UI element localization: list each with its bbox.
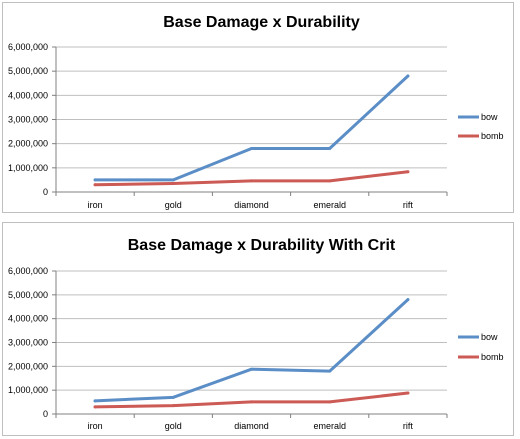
data-point-bomb xyxy=(93,183,97,187)
data-point-bow xyxy=(328,369,332,373)
y-tick-label: 6,000,000 xyxy=(8,266,48,276)
data-point-bomb xyxy=(328,179,332,183)
data-point-bow xyxy=(250,367,253,371)
y-tick-label: 0 xyxy=(43,187,48,197)
y-tick-label: 4,000,000 xyxy=(8,314,48,324)
chart-panel-base-damage: Base Damage x Durability 0 1,000,000 2,000,… xyxy=(2,2,514,213)
data-point-bow xyxy=(93,399,97,403)
series-line-bow xyxy=(93,298,410,403)
y-tick-label: 2,000,000 xyxy=(8,361,48,371)
x-tick-label: emerald xyxy=(313,421,346,431)
data-point-bow xyxy=(406,298,410,302)
y-tick-label: 1,000,000 xyxy=(8,385,48,395)
data-point-bow xyxy=(171,395,175,399)
x-tick-label: diamond xyxy=(234,421,269,431)
chart-title: Base Damage x Durability xyxy=(163,14,360,31)
x-tick-label: rift xyxy=(403,421,413,431)
legend-label-bow: bow xyxy=(481,332,498,342)
y-tick-label: 3,000,000 xyxy=(8,338,48,348)
y-tick-label: 5,000,000 xyxy=(8,66,48,76)
data-point-bow xyxy=(406,74,410,78)
y-tick-label: 6,000,000 xyxy=(8,42,48,52)
data-point-bow xyxy=(93,178,97,182)
x-tick-label: rift xyxy=(403,200,413,210)
data-point-bow xyxy=(250,147,253,150)
series-line-bomb xyxy=(93,170,410,187)
legend-label-bomb: bomb xyxy=(481,352,504,362)
data-point-bomb xyxy=(171,182,175,186)
series-line-bow xyxy=(93,74,410,182)
data-point-bomb xyxy=(328,400,332,404)
chart-panel-with-crit: Base Damage x Durability With Crit 0 1,000… xyxy=(2,222,514,436)
chart-with-crit: Base Damage x Durability With Crit 0 1,000… xyxy=(8,237,504,431)
y-tick-label: 2,000,000 xyxy=(8,139,48,149)
data-point-bomb xyxy=(171,404,175,408)
legend-label-bomb: bomb xyxy=(481,131,504,141)
data-point-bow xyxy=(171,178,175,182)
data-point-bow xyxy=(328,147,332,150)
x-tick-label: iron xyxy=(88,421,103,431)
x-tick-label: gold xyxy=(165,421,182,431)
y-tick-label: 5,000,000 xyxy=(8,290,48,300)
x-tick-label: gold xyxy=(165,200,182,210)
chart-title: Base Damage x Durability With Crit xyxy=(128,237,396,254)
chart-base-damage: Base Damage x Durability 0 1,000,000 2,000,… xyxy=(8,14,504,210)
x-tick-label: emerald xyxy=(313,200,346,210)
y-tick-label: 3,000,000 xyxy=(8,115,48,125)
data-point-bomb xyxy=(406,170,410,174)
legend-label-bow: bow xyxy=(481,112,498,122)
y-tick-label: 4,000,000 xyxy=(8,90,48,100)
data-point-bomb xyxy=(250,400,253,404)
data-point-bomb xyxy=(250,179,253,183)
data-point-bomb xyxy=(93,405,97,409)
x-tick-label: diamond xyxy=(234,200,269,210)
y-tick-label: 0 xyxy=(43,409,48,419)
x-tick-label: iron xyxy=(88,200,103,210)
data-point-bomb xyxy=(406,391,410,395)
y-tick-label: 1,000,000 xyxy=(8,163,48,173)
